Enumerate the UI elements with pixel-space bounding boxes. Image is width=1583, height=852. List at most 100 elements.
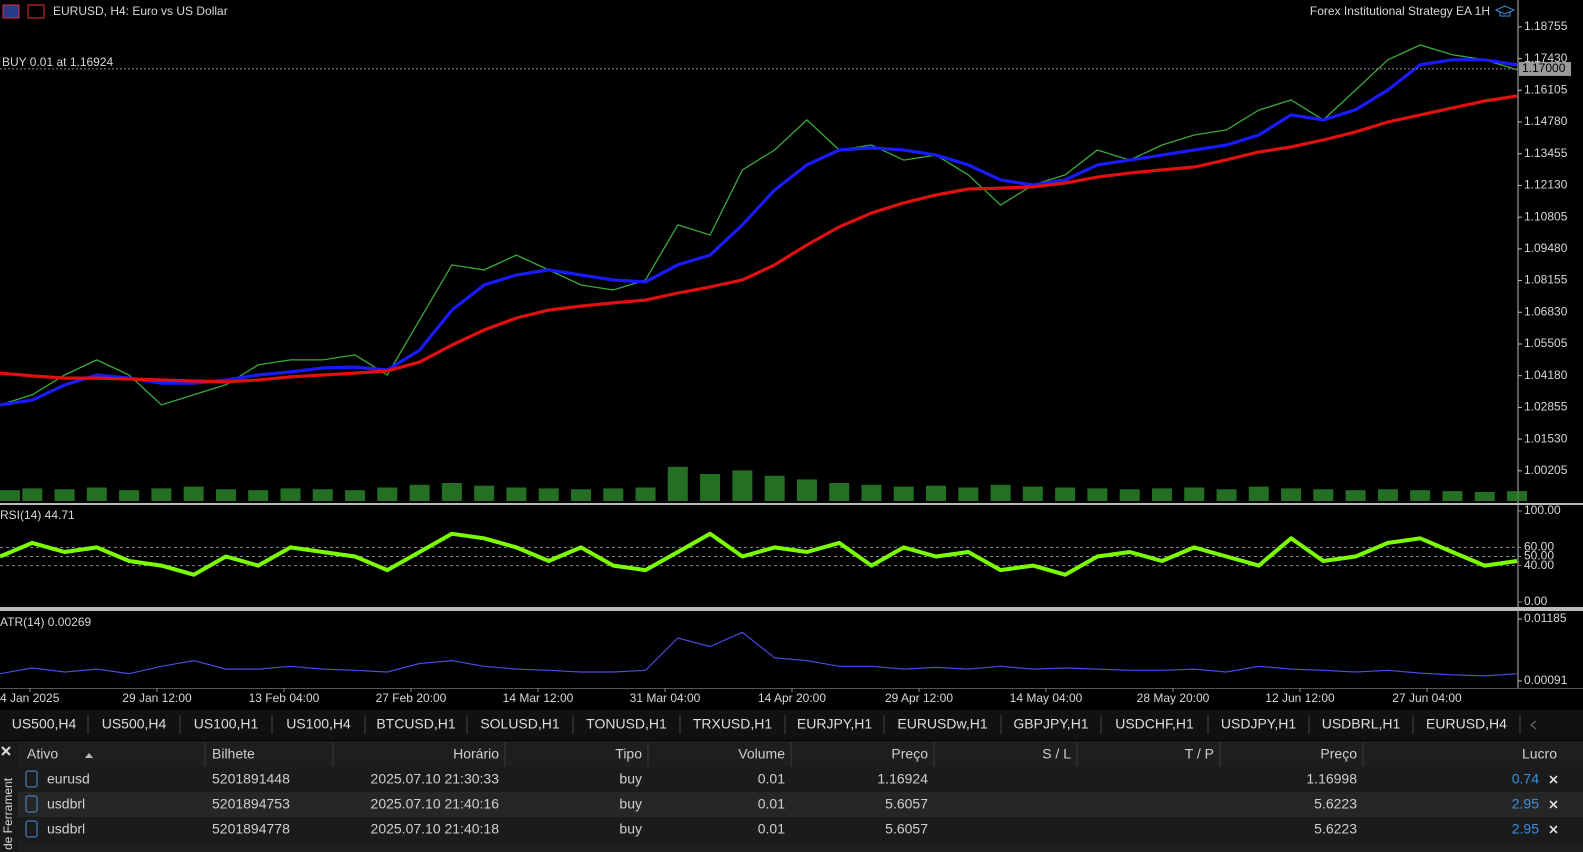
volume-bar xyxy=(377,487,398,501)
row-icon xyxy=(25,795,38,813)
x-tick-label: 27 Feb 20:00 xyxy=(376,691,447,705)
y-tick-label: 0.00091 xyxy=(1524,673,1568,687)
x-tick-label: 4 Jan 2025 xyxy=(0,691,60,705)
y-tick-label: 1.16105 xyxy=(1524,83,1568,97)
expert-icon[interactable] xyxy=(1494,5,1516,17)
tab[interactable]: EURUSD,H4 xyxy=(1426,716,1507,732)
table-header: Volume xyxy=(738,746,785,762)
volume-bar xyxy=(474,485,495,501)
tab[interactable]: US500,H4 xyxy=(102,716,167,732)
table-row[interactable] xyxy=(18,817,1583,842)
y-tick-label: 1.10805 xyxy=(1524,209,1568,223)
table-cell: usdbrl xyxy=(47,796,85,812)
pane-separator xyxy=(0,607,1583,611)
volume-bar xyxy=(215,489,236,501)
table-cell: buy xyxy=(619,821,642,837)
tab[interactable]: US500,H4 xyxy=(12,716,77,732)
tab[interactable]: GBPJPY,H1 xyxy=(1013,716,1088,732)
volume-bar xyxy=(1151,488,1172,501)
tab[interactable]: TRXUSD,H1 xyxy=(693,716,773,732)
y-tick-label: 100.00 xyxy=(1524,503,1561,517)
volume-bar xyxy=(1248,486,1269,501)
x-tick-label: 31 Mar 04:00 xyxy=(630,691,701,705)
y-tick-label: 40.00 xyxy=(1524,558,1554,572)
y-tick-label: 1.00205 xyxy=(1524,463,1568,477)
table-header: Preço xyxy=(1320,746,1357,762)
table-cell: 5.6057 xyxy=(885,796,928,812)
table-row[interactable] xyxy=(18,792,1583,817)
volume-bar xyxy=(1442,491,1463,501)
table-cell: 2.95 xyxy=(1512,821,1539,837)
x-tick-label: 14 Mar 12:00 xyxy=(503,691,574,705)
tab[interactable]: US100,H4 xyxy=(286,716,351,732)
pane-separator xyxy=(0,503,1583,505)
tab[interactable]: USDCHF,H1 xyxy=(1115,716,1194,732)
volume-bar xyxy=(700,474,721,501)
y-tick-label: 1.01530 xyxy=(1524,431,1568,445)
y-tick-label: 60.00 xyxy=(1524,540,1554,554)
y-tick-label: 1.09480 xyxy=(1524,241,1568,255)
expert-name: Forex Institutional Strategy EA 1H xyxy=(1310,4,1490,18)
chart-icon[interactable] xyxy=(27,4,45,19)
volume-bar xyxy=(861,484,882,501)
table-cell: 5201894778 xyxy=(212,821,290,837)
y-tick-label: 1.18755 xyxy=(1524,19,1568,33)
close-position[interactable] xyxy=(1549,800,1558,809)
close-toolbox[interactable] xyxy=(1,746,11,756)
volume-bar xyxy=(1474,492,1495,501)
close-position[interactable] xyxy=(1549,775,1558,784)
y-tick-label: 1.04180 xyxy=(1524,368,1568,382)
volume-bar xyxy=(1055,487,1076,501)
volume-bar xyxy=(958,487,979,501)
tab[interactable]: EURJPY,H1 xyxy=(797,716,872,732)
volume-bar xyxy=(0,490,20,501)
tab[interactable]: USDBRL,H1 xyxy=(1322,716,1401,732)
volume-bar xyxy=(1410,490,1431,501)
x-tick-label: 27 Jun 04:00 xyxy=(1392,691,1462,705)
close-position[interactable] xyxy=(1549,825,1558,834)
volume-bar xyxy=(1184,487,1205,501)
volume-bar xyxy=(1345,490,1366,501)
table-header: Tipo xyxy=(615,746,642,762)
volume-bar xyxy=(570,489,591,501)
volume-bar xyxy=(506,487,527,501)
volume-bar xyxy=(1119,489,1140,501)
tab-scroll[interactable] xyxy=(1530,720,1537,730)
x-tick-label: 14 May 04:00 xyxy=(1010,691,1083,705)
table-cell: 0.01 xyxy=(758,821,785,837)
tab[interactable]: EURUSDw,H1 xyxy=(897,716,987,732)
tab[interactable]: US100,H1 xyxy=(194,716,259,732)
menu-icon[interactable] xyxy=(2,4,20,19)
y-tick-label: 50.00 xyxy=(1524,549,1554,563)
table-cell: 0.74 xyxy=(1512,771,1539,787)
atr-label: ATR(14) 0.00269 xyxy=(0,615,91,629)
volume-bar xyxy=(893,486,914,501)
table-cell: buy xyxy=(619,771,642,787)
volume-bar xyxy=(667,466,688,501)
tab[interactable]: BTCUSD,H1 xyxy=(376,716,456,732)
table-cell: 1.16924 xyxy=(877,771,928,787)
volume-bar xyxy=(1507,491,1527,501)
table-cell: 5201894753 xyxy=(212,796,290,812)
tab-bar xyxy=(0,710,1583,740)
volume-bar xyxy=(1281,488,1302,501)
tab[interactable]: SOLUSD,H1 xyxy=(480,716,560,732)
toolbox-sidebar xyxy=(0,741,18,852)
row-icon xyxy=(25,770,38,788)
table-cell: 0.01 xyxy=(758,771,785,787)
volume-bar xyxy=(1377,489,1398,501)
y-tick-label: 1.14780 xyxy=(1524,114,1568,128)
tab[interactable]: TONUSD,H1 xyxy=(586,716,667,732)
table-header: Ativo xyxy=(27,746,58,762)
table-row[interactable] xyxy=(18,767,1583,792)
tab[interactable]: USDJPY,H1 xyxy=(1221,716,1296,732)
sort-arrow[interactable] xyxy=(85,753,93,758)
order-line-label: BUY 0.01 at 1.16924 xyxy=(2,55,114,69)
table-cell: 5.6057 xyxy=(885,821,928,837)
table-header: Bilhete xyxy=(212,746,255,762)
table-cell: 1.16998 xyxy=(1306,771,1357,787)
y-tick-label: 1.02855 xyxy=(1524,400,1568,414)
y-tick-label: 1.08155 xyxy=(1524,273,1568,287)
table-cell: 2.95 xyxy=(1512,796,1539,812)
